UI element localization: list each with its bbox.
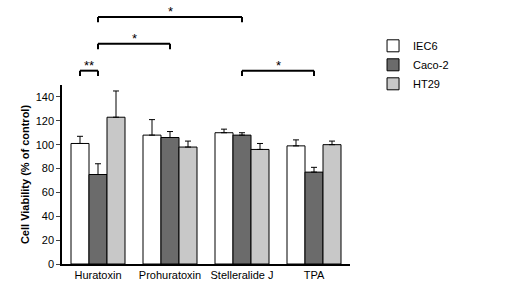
svg-text:Prohuratoxin: Prohuratoxin <box>139 269 201 281</box>
svg-text:Cell Viability (% of control): Cell Viability (% of control) <box>19 105 31 244</box>
svg-text:40: 40 <box>42 210 54 222</box>
svg-text:Huratoxin: Huratoxin <box>74 269 121 281</box>
svg-text:*: * <box>276 58 281 73</box>
svg-text:TPA: TPA <box>304 269 325 281</box>
svg-text:60: 60 <box>42 186 54 198</box>
svg-text:*: * <box>168 4 173 19</box>
svg-text:20: 20 <box>42 234 54 246</box>
svg-text:140: 140 <box>36 91 54 103</box>
svg-text:Caco-2: Caco-2 <box>413 59 448 71</box>
svg-text:IEC6: IEC6 <box>413 40 437 52</box>
svg-text:100: 100 <box>36 139 54 151</box>
svg-text:HT29: HT29 <box>413 78 440 90</box>
svg-text:**: ** <box>84 58 94 73</box>
svg-text:80: 80 <box>42 162 54 174</box>
svg-text:Stelleralide J: Stelleralide J <box>211 269 274 281</box>
svg-text:0: 0 <box>48 258 54 270</box>
svg-text:120: 120 <box>36 115 54 127</box>
svg-text:*: * <box>132 31 137 46</box>
